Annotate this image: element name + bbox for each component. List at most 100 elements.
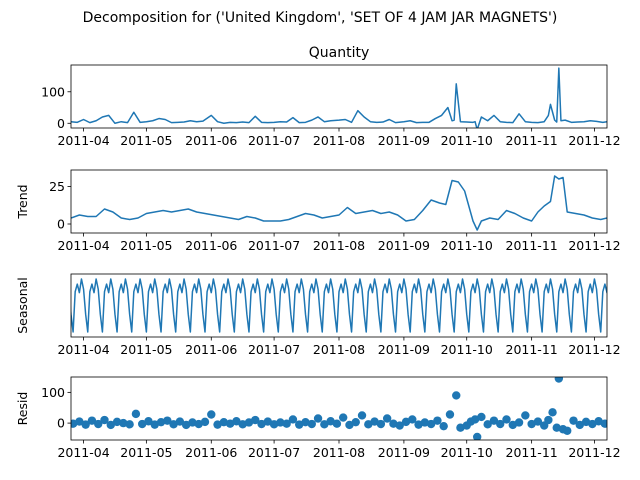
quantity-x-tick-label: 2011-10 (441, 133, 493, 148)
resid-point (263, 417, 273, 426)
quantity-y-tick-label: 100 (41, 84, 65, 99)
quantity-axes-frame (70, 64, 608, 129)
resid-x-tick-label: 2011-08 (313, 445, 365, 460)
trend-axes-frame (70, 169, 608, 234)
resid-point (156, 417, 166, 427)
resid-point (169, 420, 178, 429)
resid-point (563, 426, 572, 435)
trend-y-tick-label: 0 (57, 217, 65, 232)
seasonal-plot-area (71, 278, 607, 333)
resid-panel: 2011-04 2011-05 2011-06 2011-07 2011-08 2011-… (15, 376, 621, 460)
resid-point (533, 417, 543, 426)
seasonal-x-tick-label: 2011-10 (441, 342, 493, 357)
resid-x-tick-label: 2011-09 (378, 445, 430, 460)
seasonal-x-tick-label: 2011-04 (57, 342, 109, 357)
trend-y-tick-label: 25 (49, 179, 65, 194)
quantity-plot-area (71, 67, 607, 128)
resid-point (87, 416, 97, 425)
resid-point (472, 432, 482, 440)
resid-point (338, 413, 348, 422)
resid-point (514, 418, 524, 427)
resid-y-tick-label: 0 (57, 416, 65, 431)
resid-point (288, 415, 298, 424)
quantity-x-tick-label: 2011-07 (248, 133, 300, 148)
resid-y-tick-label: 100 (41, 385, 65, 400)
resid-point (313, 414, 323, 423)
resid-x-tick-label: 2011-10 (441, 445, 493, 460)
resid-point (420, 418, 430, 427)
resid-point (452, 391, 461, 400)
resid-point (502, 415, 511, 424)
trend-x-tick-label: 2011-09 (378, 238, 430, 253)
resid-point (395, 421, 404, 430)
resid-point (320, 420, 329, 429)
resid-point (483, 420, 492, 429)
resid-point (125, 420, 134, 429)
resid-point (554, 377, 564, 383)
seasonal-x-tick-label: 2011-08 (313, 342, 365, 357)
resid-point (119, 418, 128, 428)
resid-point (232, 417, 241, 426)
resid-x-tick-label: 2011-12 (568, 445, 620, 460)
trend-x-tick-label: 2011-08 (313, 238, 365, 253)
resid-point (489, 416, 499, 425)
resid-point (188, 418, 197, 427)
resid-x-tick-label: 2011-11 (506, 445, 558, 460)
seasonal-panel: 2011-04 2011-05 2011-06 2011-07 2011-08 2011-… (15, 273, 621, 357)
resid-point (175, 417, 185, 426)
resid-x-tick-label: 2011-07 (248, 445, 300, 460)
seasonal-x-tick-label: 2011-05 (120, 342, 172, 357)
resid-point (575, 420, 584, 430)
resid-point (351, 417, 360, 427)
quantity-x-tick-label: 2011-06 (185, 133, 237, 148)
resid-point (144, 417, 153, 426)
quantity-x-tick-label: 2011-04 (57, 133, 109, 148)
resid-point (370, 417, 379, 426)
resid-point (131, 409, 141, 419)
quantity-y-tick-label: 0 (57, 116, 65, 131)
resid-point (200, 417, 210, 427)
resid-point (544, 415, 553, 425)
figure-title: Decomposition for ('United Kingdom', 'SE… (83, 10, 558, 26)
resid-point (94, 419, 103, 429)
resid-y-axis-label: Resid (15, 392, 30, 426)
seasonal-series-line (71, 278, 607, 333)
resid-point (588, 419, 597, 429)
resid-point (345, 420, 354, 430)
trend-x-tick-label: 2011-12 (568, 238, 620, 253)
seasonal-x-tick-label: 2011-07 (248, 342, 300, 357)
trend-y-axis-label: Trend (15, 184, 30, 219)
quantity-x-tick-label: 2011-05 (120, 133, 172, 148)
resid-point (112, 417, 122, 427)
seasonal-y-axis-label: Seasonal (15, 277, 30, 334)
resid-point (251, 415, 260, 425)
resid-axes-frame (70, 376, 608, 441)
resid-x-tick-label: 2011-06 (185, 445, 237, 460)
seasonal-x-tick-label: 2011-12 (568, 342, 620, 357)
trend-x-tick-label: 2011-07 (248, 238, 300, 253)
quantity-panel: Quantity 2011-04 2011-05 2011-06 2011-07 201… (41, 45, 620, 148)
quantity-panel-title: Quantity (309, 45, 370, 61)
resid-point (75, 417, 84, 426)
quantity-x-tick-label: 2011-08 (313, 133, 365, 148)
seasonal-x-tick-label: 2011-09 (378, 342, 430, 357)
quantity-x-tick-label: 2011-09 (378, 133, 430, 148)
resid-plot-area (71, 377, 607, 440)
resid-x-tick-label: 2011-04 (57, 445, 109, 460)
resid-point (137, 419, 147, 429)
trend-x-tick-label: 2011-05 (120, 238, 172, 253)
resid-point (332, 419, 342, 428)
resid-point (433, 416, 442, 425)
resid-x-tick-label: 2011-05 (120, 445, 172, 460)
resid-point (376, 419, 386, 429)
trend-series-line (71, 175, 607, 231)
resid-point (357, 411, 367, 420)
resid-point (552, 423, 561, 432)
resid-point (548, 408, 557, 417)
trend-x-tick-label: 2011-04 (57, 238, 109, 253)
resid-point (569, 416, 578, 425)
resid-point (600, 419, 607, 428)
trend-x-tick-label: 2011-06 (185, 238, 237, 253)
quantity-x-tick-label: 2011-11 (506, 133, 558, 148)
